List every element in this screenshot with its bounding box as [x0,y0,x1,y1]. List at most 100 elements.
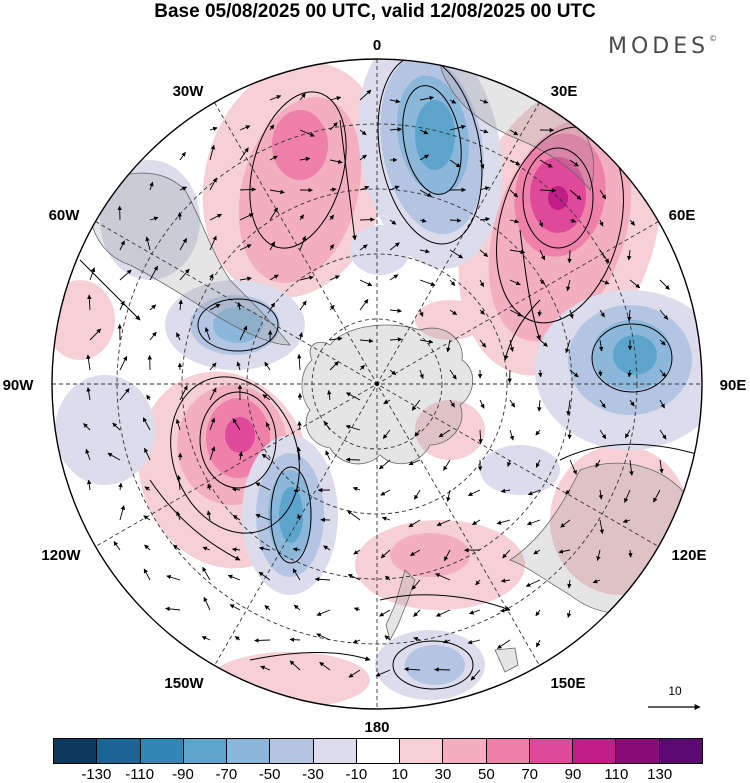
wind-arrow [444,549,451,562]
colorbar-cell [443,739,487,763]
wind-arrow [329,304,335,311]
colorbar-tick-label: -130 [81,766,112,783]
wind-arrow [413,636,421,642]
wind-arrow [599,219,604,227]
wind-arrow [449,369,457,380]
wind-arrow [419,339,434,344]
wind-arrow [535,429,541,436]
wind-arrow [479,249,489,257]
wind-arrow [537,309,542,317]
wind-arrow [359,89,372,101]
wind-arrow [565,339,571,354]
wind-arrow [177,212,183,221]
wind-arrow [86,354,91,371]
longitude-label-180: 180 [364,719,389,736]
wind-arrow [209,303,221,311]
wind-arrow [176,474,182,491]
wind-arrow [119,505,126,521]
wind-arrow [539,188,557,193]
wind-arrow [327,389,332,401]
wind-arrow [239,244,252,251]
positive-anomaly-165w [210,652,370,708]
wind-arrow [449,309,458,316]
wind-arrow [258,546,271,551]
wind-arrow [145,236,151,251]
wind-arrow [449,279,456,287]
streamline-f [79,259,141,321]
wind-arrow [449,249,464,259]
wind-arrow [629,459,634,476]
wind-arrow [509,309,523,317]
streamline-a [559,443,701,461]
streamline-d [379,594,511,611]
wind-arrow [629,399,635,407]
wind-arrow [535,459,541,468]
wind-arrow [144,447,151,461]
wind-arrow [202,566,211,581]
wind-arrow [659,339,666,346]
wind-arrow [535,639,541,648]
wind-arrow [569,369,579,378]
wind-arrow [260,665,271,671]
wind-arrow [176,332,181,341]
wind-arrow [347,573,361,581]
wind-arrow [353,549,361,555]
wind-arrow [598,339,604,352]
colorbar [53,738,703,764]
wind-arrow [566,609,572,618]
wind-arrow [479,129,489,134]
wind-arrow [239,213,254,221]
wind-arrow [478,429,483,444]
wind-arrow [659,429,667,440]
colorbar-cell [313,739,357,763]
wind-arrow [234,636,241,641]
wind-arrow [119,240,125,251]
wind-arrow [292,568,301,581]
wind-arrow [179,151,186,161]
wind-arrow [209,235,217,251]
wind-arrow [436,519,451,526]
wind-arrow [209,177,217,191]
wind-arrow [179,186,188,191]
wind-arrow [297,421,302,431]
wind-arrow [419,218,427,223]
wind-arrow [261,453,271,461]
wind-arrow [232,418,241,431]
wind-arrow [346,392,361,401]
wind-arrow [470,669,481,681]
wind-arrow [85,448,91,461]
wind-arrow [209,273,214,281]
colorbar-cell [356,739,401,763]
pole-marker [375,382,379,386]
wind-arrow [659,309,669,320]
wind-arrow [176,511,181,521]
colorbar-tick-label: 30 [434,766,452,783]
wind-arrow [569,159,579,167]
wind-arrow [269,124,275,131]
wind-arrow [629,279,641,289]
wind-arrow [537,399,542,412]
wind-arrow [566,399,571,416]
new-zealand [385,569,416,642]
wind-arrow [378,459,391,470]
wind-arrow [297,513,302,521]
wind-arrow [526,519,541,526]
brand-text: MODES [608,34,710,59]
streamline-e [249,652,371,661]
wind-arrow [627,369,632,378]
colorbar-cell [573,739,617,763]
colorbar-cell [183,739,228,763]
wind-arrow [598,369,603,377]
wind-arrow [449,159,461,168]
wind-arrow [359,338,374,344]
wind-arrow [209,126,218,132]
wind-arrow [599,309,605,318]
wind-arrow [381,516,391,521]
wind-arrow [359,279,373,287]
wind-arrow [419,189,432,197]
wind-arrow [299,300,307,311]
wind-arrow [202,546,211,551]
wind-arrow [472,519,481,526]
wind-arrow [209,213,223,221]
wind-arrow [500,488,511,494]
